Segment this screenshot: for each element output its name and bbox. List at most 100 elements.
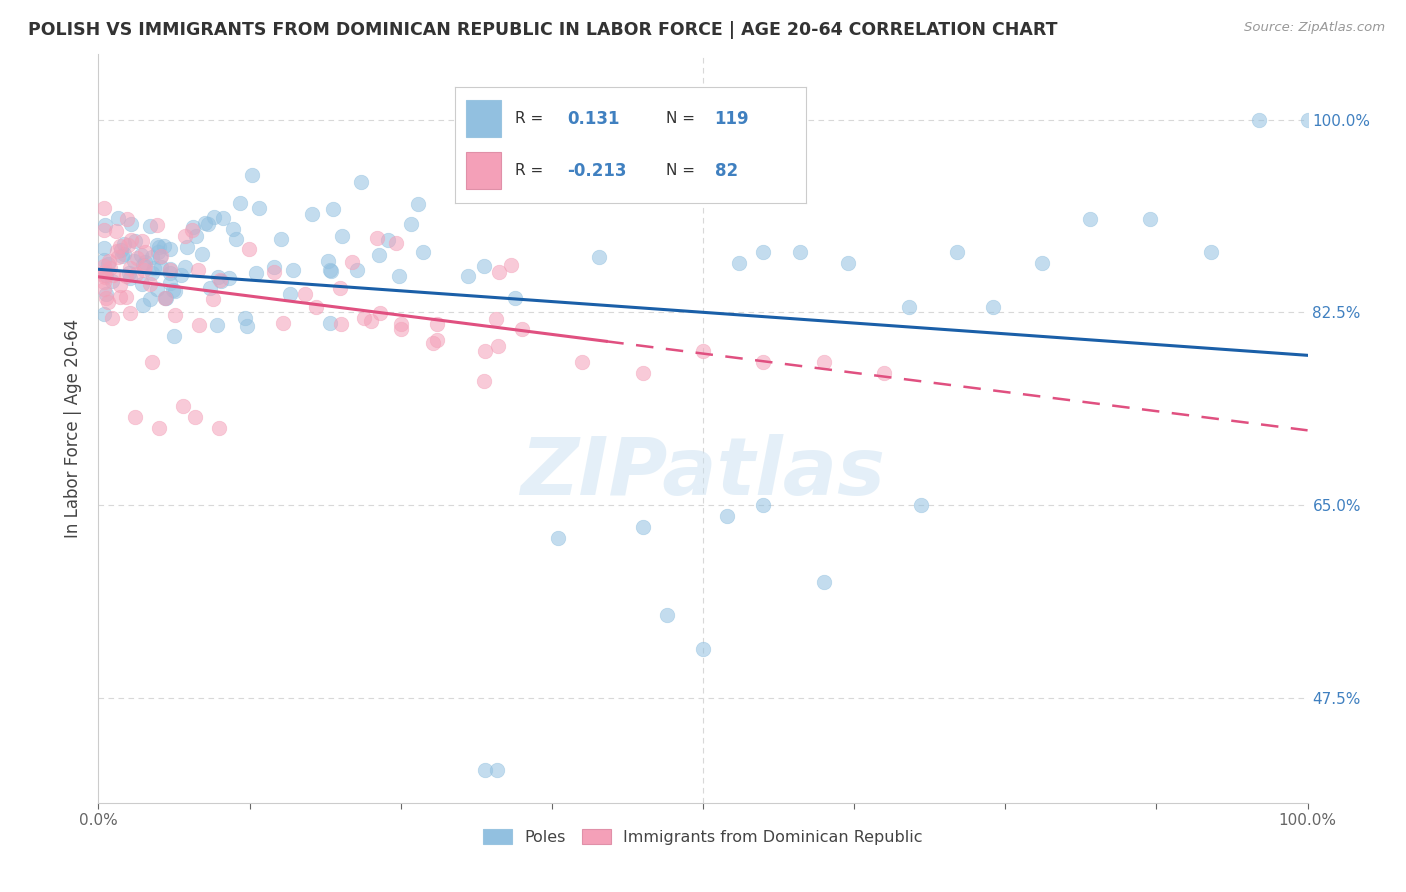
Point <box>631 366 654 380</box>
Point <box>305 300 328 314</box>
Point <box>385 235 408 250</box>
Point <box>93 241 115 255</box>
Point <box>159 276 181 290</box>
Point <box>93 275 115 289</box>
Point <box>457 268 479 283</box>
Point <box>981 300 1004 314</box>
Point <box>547 532 569 546</box>
Point <box>162 283 184 297</box>
Point <box>873 366 896 380</box>
Point <box>149 249 172 263</box>
Point <box>486 339 509 353</box>
Point <box>188 318 211 332</box>
Point <box>412 244 434 259</box>
Point <box>131 277 153 291</box>
Point <box>197 217 219 231</box>
Point <box>118 266 141 280</box>
Point <box>897 300 920 314</box>
Point <box>141 354 163 368</box>
Point <box>389 322 412 336</box>
Point <box>813 575 835 590</box>
Point <box>340 255 363 269</box>
Point <box>485 312 508 326</box>
Point <box>134 259 156 273</box>
Point <box>112 236 135 251</box>
Point <box>1296 112 1319 127</box>
Point <box>129 248 152 262</box>
Point <box>388 268 411 283</box>
Point <box>240 169 263 183</box>
Point <box>93 307 115 321</box>
Point <box>247 202 270 216</box>
Point <box>218 270 240 285</box>
Point <box>159 243 181 257</box>
Point <box>145 237 167 252</box>
Point <box>122 254 145 268</box>
Point <box>813 355 835 369</box>
Point <box>108 239 131 253</box>
Point <box>93 223 115 237</box>
Point <box>165 284 187 298</box>
Point <box>692 344 714 359</box>
Point <box>486 763 509 777</box>
Point <box>472 375 495 389</box>
Text: Source: ZipAtlas.com: Source: ZipAtlas.com <box>1244 21 1385 34</box>
Point <box>366 230 388 244</box>
Point <box>93 259 115 273</box>
Point <box>322 202 344 217</box>
Point <box>474 763 496 777</box>
Point <box>139 219 162 233</box>
Point <box>426 333 449 347</box>
Point <box>125 268 148 282</box>
Point <box>422 336 444 351</box>
Point <box>752 244 775 259</box>
Point <box>107 250 129 264</box>
Point <box>155 291 177 305</box>
Point <box>353 310 375 325</box>
Point <box>93 253 115 268</box>
Point <box>148 240 170 254</box>
Point <box>94 219 117 233</box>
Point <box>910 498 932 512</box>
Point <box>329 281 352 295</box>
Point <box>139 292 162 306</box>
Point <box>93 201 115 215</box>
Point <box>319 264 342 278</box>
Point <box>1031 256 1053 270</box>
Point <box>183 219 205 234</box>
Point <box>631 520 654 534</box>
Point <box>789 244 811 259</box>
Point <box>472 259 495 273</box>
Point <box>399 217 422 231</box>
Point <box>118 271 141 285</box>
Point <box>101 268 124 282</box>
Point <box>124 410 146 425</box>
Point <box>329 317 352 331</box>
Point <box>101 274 124 288</box>
Point <box>194 216 217 230</box>
Point <box>301 207 323 221</box>
Point <box>149 250 172 264</box>
Point <box>263 265 285 279</box>
Point <box>159 266 181 280</box>
Point <box>98 253 121 268</box>
Point <box>505 291 527 305</box>
Point <box>474 344 496 359</box>
Point <box>93 281 115 295</box>
Point <box>221 222 243 236</box>
Point <box>94 291 117 305</box>
Point <box>245 266 267 280</box>
Point <box>110 277 132 292</box>
Point <box>105 244 128 258</box>
Point <box>270 231 292 245</box>
Text: POLISH VS IMMIGRANTS FROM DOMINICAN REPUBLIC IN LABOR FORCE | AGE 20-64 CORRELAT: POLISH VS IMMIGRANTS FROM DOMINICAN REPU… <box>28 21 1057 38</box>
Point <box>281 262 304 277</box>
Point <box>153 291 176 305</box>
Point <box>159 262 181 277</box>
Point <box>127 251 149 265</box>
Point <box>117 238 139 252</box>
Point <box>263 260 285 274</box>
Point <box>184 229 207 244</box>
Point <box>208 421 231 435</box>
Point <box>209 274 232 288</box>
